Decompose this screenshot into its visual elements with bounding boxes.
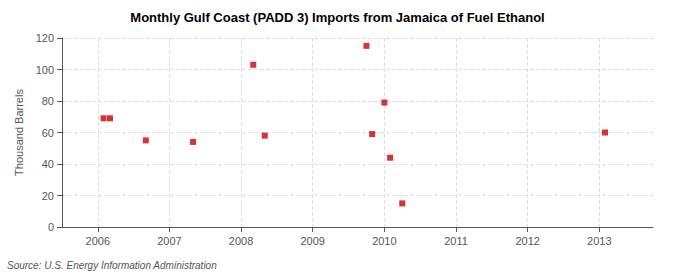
svg-text:Monthly Gulf Coast (PADD 3) Im: Monthly Gulf Coast (PADD 3) Imports from… bbox=[130, 10, 544, 25]
svg-text:2008: 2008 bbox=[229, 235, 253, 247]
svg-text:0: 0 bbox=[48, 221, 54, 233]
svg-text:40: 40 bbox=[42, 158, 54, 170]
svg-text:2007: 2007 bbox=[157, 235, 181, 247]
svg-text:2006: 2006 bbox=[86, 235, 110, 247]
svg-text:120: 120 bbox=[36, 32, 54, 44]
svg-text:2012: 2012 bbox=[515, 235, 539, 247]
svg-text:Thousand Barrels: Thousand Barrels bbox=[13, 89, 25, 176]
svg-text:80: 80 bbox=[42, 95, 54, 107]
svg-text:2010: 2010 bbox=[372, 235, 396, 247]
svg-text:60: 60 bbox=[42, 127, 54, 139]
svg-text:20: 20 bbox=[42, 190, 54, 202]
svg-text:100: 100 bbox=[36, 64, 54, 76]
svg-text:2011: 2011 bbox=[444, 235, 468, 247]
svg-text:2013: 2013 bbox=[587, 235, 611, 247]
svg-text:2009: 2009 bbox=[300, 235, 324, 247]
svg-text:Source: U.S. Energy Informatio: Source: U.S. Energy Information Administ… bbox=[7, 260, 217, 271]
